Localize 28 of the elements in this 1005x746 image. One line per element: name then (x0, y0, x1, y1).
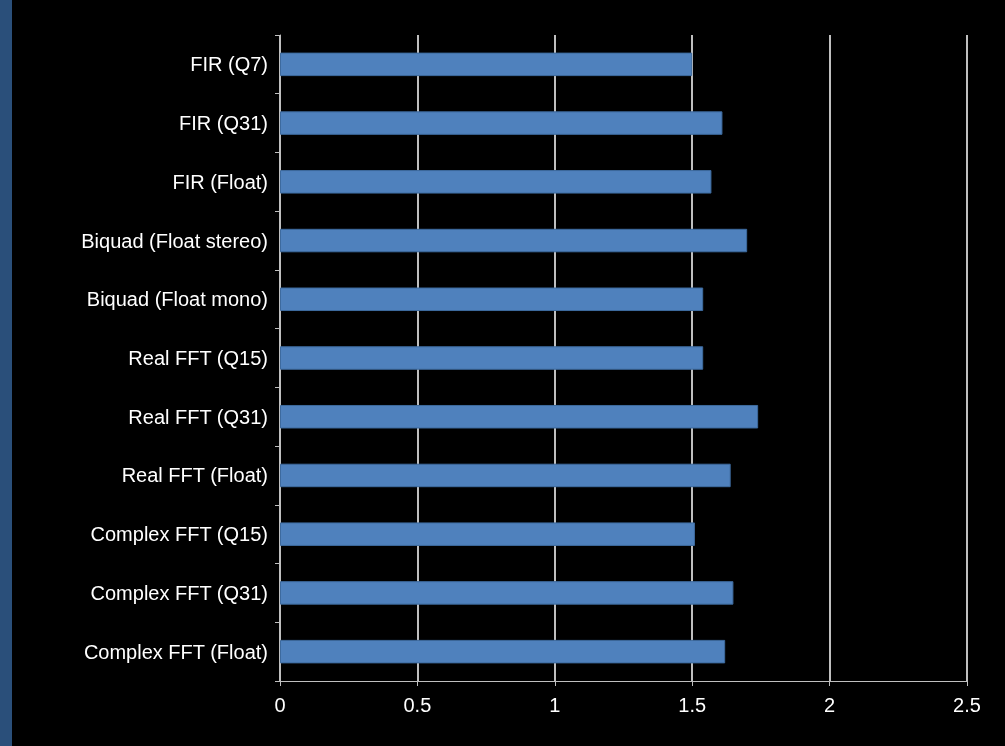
bar (280, 404, 759, 429)
bar (280, 111, 723, 135)
bar (280, 639, 726, 664)
bar (280, 463, 731, 488)
bar (280, 346, 704, 370)
bar (280, 581, 734, 605)
x-tick-label: 2.5 (953, 694, 981, 716)
x-tick-label: 1 (549, 694, 561, 716)
y-tick-label: Complex FFT (Q31) (90, 581, 268, 604)
y-tick-label: Real FFT (Float) (121, 464, 268, 487)
x-tick-label: 1.5 (678, 694, 707, 716)
x-tick-label: 0.5 (403, 694, 432, 716)
bar (280, 287, 704, 312)
x-tick-label: 0 (274, 694, 286, 716)
y-tick-label: Complex FFT (Float) (83, 640, 268, 663)
y-tick-label: FIR (Q7) (190, 53, 268, 76)
y-tick-label: Complex FFT (Q15) (90, 523, 268, 546)
bar (280, 228, 748, 253)
x-tick-label: 2 (824, 694, 836, 716)
y-tick-label: Real FFT (Q15) (128, 347, 268, 369)
y-tick-label: Biquad (Float stereo) (81, 229, 268, 252)
y-tick-label: Biquad (Float mono) (86, 288, 268, 311)
y-tick-label: FIR (Float) (172, 170, 268, 193)
y-tick-label: FIR (Q31) (179, 112, 268, 135)
y-tick-label: Real FFT (Q31) (128, 405, 268, 428)
bar (280, 170, 712, 194)
bar (280, 522, 695, 546)
bar (280, 52, 693, 77)
